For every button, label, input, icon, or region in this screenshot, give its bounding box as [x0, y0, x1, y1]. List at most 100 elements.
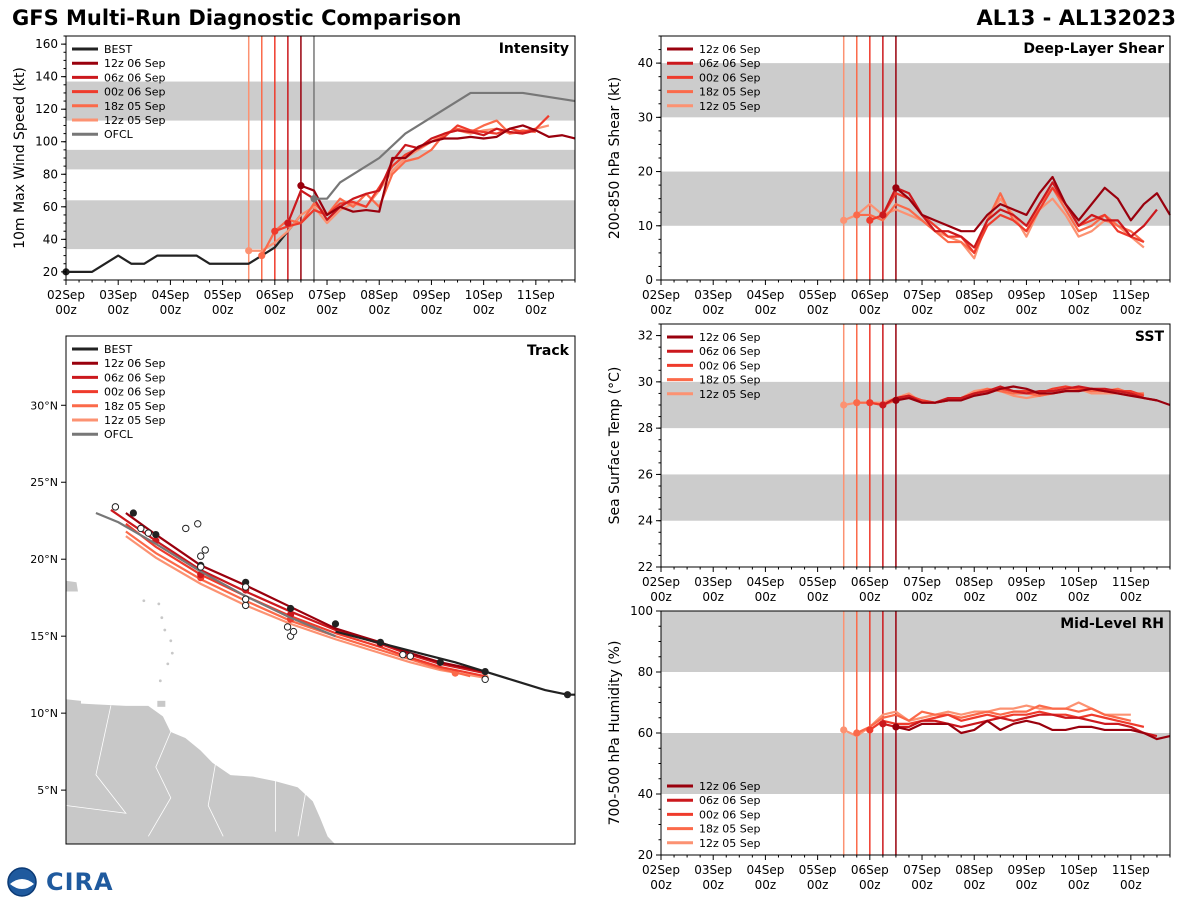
intensity-xtick-label: 08Sep — [360, 288, 398, 302]
sst-xtick-label: 00z — [702, 590, 724, 604]
track-analysis-point — [481, 675, 489, 683]
shear-legend-12z-05-sep: 12z 05 Sep — [699, 100, 761, 113]
intensity-series-ofcl — [313, 91, 576, 200]
sst-point-12z-05-sep — [840, 401, 848, 409]
shear-ytick-label: 0 — [645, 273, 653, 287]
intensity-xtick-label: 00z — [525, 303, 547, 317]
sst-legend-06z-06-sep: 06z 06 Sep — [699, 345, 761, 358]
intensity-xtick-label: 07Sep — [308, 288, 346, 302]
intensity-xtick-label: 05Sep — [204, 288, 242, 302]
shear-xtick-label: 11Sep — [1112, 288, 1150, 302]
rh-panel: 2040608010002Sep00z03Sep00z04Sep00z05Sep… — [607, 604, 1171, 892]
sst-ytick-label: 30 — [638, 375, 653, 389]
track-analysis-point — [399, 650, 407, 659]
storm-id-title: AL13 - AL132023 — [976, 6, 1177, 30]
track-ofcl — [95, 512, 336, 638]
rh-series-12z-06-sep — [895, 719, 1171, 741]
rh-xtick-label: 06Sep — [851, 863, 889, 877]
shear-series-12z-06-sep — [895, 175, 1171, 233]
logo-wordmark: CIRA — [46, 868, 114, 896]
trinidad-island — [157, 700, 166, 707]
shear-legend-12z-06-sep: 12z 06 Sep — [699, 43, 761, 56]
intensity-ytick-label: 60 — [43, 200, 58, 214]
rh-series-18z-05-sep — [856, 704, 1132, 734]
sst-xtick-label: 10Sep — [1060, 575, 1098, 589]
rh-xtick-label: 00z — [859, 878, 881, 892]
intensity-series-06z-06-sep — [286, 127, 537, 224]
sst-xtick-label: 04Sep — [746, 575, 784, 589]
intensity-point-ofcl — [310, 195, 318, 203]
rh-xtick-label: 00z — [650, 878, 672, 892]
sst-ytick-label: 28 — [638, 421, 653, 435]
track-legend-12z-05-sep: 12z 05 Sep — [104, 414, 166, 427]
track-analysis-point — [197, 563, 205, 571]
rh-ytick-label: 20 — [638, 848, 653, 862]
noaa-logo-icon — [7, 867, 37, 897]
country-border — [66, 705, 127, 814]
rh-point-00z-06-sep — [866, 726, 874, 734]
island — [158, 679, 162, 683]
shear-ytick-label: 20 — [638, 165, 653, 179]
sst-xtick-label: 00z — [1068, 590, 1090, 604]
sst-legend-00z-06-sep: 00z 06 Sep — [699, 359, 761, 372]
rh-xtick-label: 00z — [1068, 878, 1090, 892]
rh-xtick-label: 05Sep — [799, 863, 837, 877]
track-ytick-label: 25°N — [30, 476, 58, 489]
sst-xtick-label: 08Sep — [955, 575, 993, 589]
track-analysis-point — [201, 546, 209, 554]
sst-ytick-label: 24 — [638, 514, 653, 528]
sst-xtick-label: 02Sep — [642, 575, 680, 589]
shear-xtick-label: 00z — [911, 303, 933, 317]
track-ytick-label: 30°N — [30, 399, 58, 412]
track-analysis-point — [182, 524, 190, 533]
island — [170, 651, 174, 655]
rh-ytick-label: 100 — [630, 604, 653, 618]
track-ytick-label: 20°N — [30, 553, 58, 566]
track-analysis-point — [137, 524, 145, 533]
island — [160, 616, 164, 620]
track-analysis-point — [241, 583, 250, 591]
sst-xtick-label: 05Sep — [799, 575, 837, 589]
track-analysis-point — [144, 529, 153, 537]
intensity-point-06z-06-sep — [284, 219, 292, 227]
country-border — [207, 762, 224, 837]
intensity-band-2 — [66, 81, 575, 121]
track-ytick-label: 10°N — [30, 707, 58, 720]
intensity-point-00z-06-sep — [271, 227, 279, 235]
intensity-xtick-label: 00z — [160, 303, 182, 317]
shear-title: Deep-Layer Shear — [1023, 41, 1164, 57]
sst-xtick-label: 00z — [650, 590, 672, 604]
intensity-xtick-label: 00z — [212, 303, 234, 317]
shear-xtick-label: 00z — [1120, 303, 1142, 317]
rh-point-18z-05-sep — [853, 729, 861, 737]
sst-xtick-label: 06Sep — [851, 575, 889, 589]
track-point-best — [563, 691, 572, 699]
shear-xtick-label: 04Sep — [746, 288, 784, 302]
track-12z-05-sep — [125, 535, 486, 679]
country-border — [297, 793, 306, 837]
sst-legend-12z-06-sep: 12z 06 Sep — [699, 331, 761, 344]
sst-ylabel: Sea Surface Temp (°C) — [607, 367, 623, 525]
island — [166, 662, 170, 666]
track-analysis-point — [197, 552, 205, 560]
sst-ytick-label: 22 — [638, 560, 653, 574]
sst-xtick-label: 00z — [963, 590, 985, 604]
sst-title: SST — [1135, 329, 1165, 345]
intensity-xtick-label: 00z — [316, 303, 338, 317]
rh-xtick-label: 00z — [702, 878, 724, 892]
sst-point-06z-06-sep — [879, 401, 887, 409]
rh-legend-12z-05-sep: 12z 05 Sep — [699, 837, 761, 850]
intensity-xtick-label: 00z — [473, 303, 495, 317]
track-00z-06-sep — [125, 522, 486, 678]
intensity-legend-06z-06-sep: 06z 06 Sep — [104, 71, 166, 84]
track-point-12z-06-sep — [152, 530, 160, 539]
intensity-xtick-label: 03Sep — [99, 288, 137, 302]
sst-xtick-label: 00z — [859, 590, 881, 604]
shear-ytick-label: 10 — [638, 219, 653, 233]
sst-point-00z-06-sep — [866, 399, 874, 407]
track-legend-best: BEST — [104, 343, 132, 356]
figure-title: GFS Multi-Run Diagnostic Comparison — [12, 6, 462, 30]
shear-point-18z-05-sep — [853, 211, 861, 219]
rh-band-0 — [661, 733, 1170, 794]
